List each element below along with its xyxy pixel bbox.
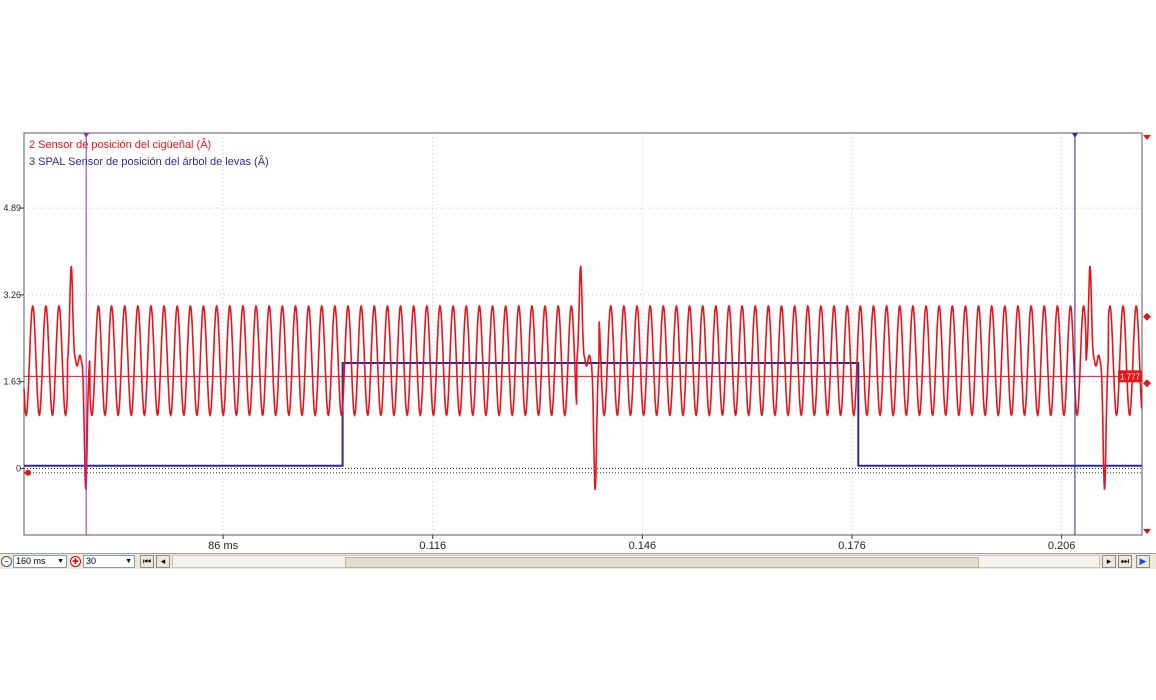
reference-label-text: 1.777: [1120, 372, 1141, 381]
reference-label-box: [1118, 370, 1142, 383]
scope-toolbar: − 160 ms ▼ ✚ 30 ▼ ⏮ ◂ ▸ ⏭ ▶: [0, 553, 1156, 569]
time-scrollbar-thumb[interactable]: [345, 557, 979, 568]
series-layer: [23, 265, 1143, 490]
go-to-end-button[interactable]: ⏭: [1118, 555, 1132, 568]
y-axis: 4.89 3.26 1.63 0: [3, 203, 24, 473]
x-axis: 86 ms 0.116 0.146 0.176 0.206: [208, 535, 1075, 552]
scroll-up-icon[interactable]: [1143, 135, 1151, 140]
axis-handle-right[interactable]: [1143, 312, 1151, 321]
zero-marker-left[interactable]: [25, 469, 31, 476]
timebase-select[interactable]: 160 ms ▼: [13, 555, 67, 568]
series-line-crank: [23, 265, 1143, 490]
y-tick-label: 4.89: [3, 203, 21, 213]
time-cursor-handle[interactable]: [83, 133, 90, 138]
y-tick-label: 3.26: [3, 290, 21, 300]
x-tick-label: 0.146: [629, 540, 657, 552]
go-to-start-button[interactable]: ⏮: [140, 555, 154, 568]
zoom-select[interactable]: 30 ▼: [83, 555, 135, 568]
scroll-down-icon[interactable]: [1143, 529, 1151, 534]
markers-layer[interactable]: 1.777: [25, 133, 1151, 535]
scroll-left-button[interactable]: ◂: [156, 555, 170, 568]
chevron-down-icon: ▼: [125, 558, 132, 565]
x-tick-label: 0.116: [419, 540, 446, 552]
y-tick-label: 1.63: [3, 377, 21, 387]
time-scrollbar[interactable]: [172, 555, 1100, 568]
legend-entry-crank: 2 Sensor de posición del cigüeñal (Â): [29, 138, 211, 151]
chevron-down-icon: ▼: [57, 558, 64, 565]
timebase-zoom-out-icon[interactable]: −: [1, 556, 12, 567]
zoom-target-icon[interactable]: ✚: [70, 556, 81, 567]
grid: [24, 133, 1142, 535]
play-button[interactable]: ▶: [1136, 555, 1150, 568]
x-tick-label: 86 ms: [208, 540, 238, 552]
timebase-value: 160 ms: [16, 556, 46, 566]
y-tick-label: 0: [16, 463, 21, 473]
scroll-right-button[interactable]: ▸: [1102, 555, 1116, 568]
x-tick-label: 0.176: [838, 540, 866, 552]
chart-svg: 4.893.261.630 86 ms 0.116 0.146 0.176 0.206 …: [3, 132, 1151, 552]
time-cursor-handle[interactable]: [1071, 133, 1078, 138]
ruler-handle-right[interactable]: [1143, 379, 1151, 388]
x-tick-label: 0.206: [1048, 540, 1076, 552]
legend-entry-cam: 3 SPAL Sensor de posición del árbol de l…: [29, 155, 269, 168]
zoom-value: 30: [86, 556, 97, 566]
